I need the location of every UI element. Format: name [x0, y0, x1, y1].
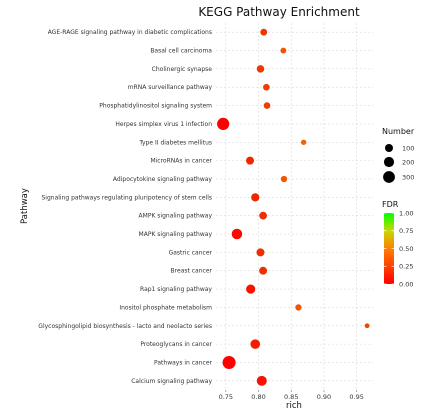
data-point [231, 228, 243, 240]
data-point [217, 117, 230, 131]
y-tick-labels: AGE-RAGE signaling pathway in diabetic c… [38, 29, 212, 385]
y-tick-label: AMPK signaling pathway [139, 213, 213, 220]
data-point [260, 28, 268, 36]
colorbar-tick-label: 0.75 [399, 227, 413, 235]
colorbar-tick-label: 0.00 [399, 280, 413, 288]
data-point [222, 355, 236, 370]
size-legend-dot [385, 144, 393, 152]
size-legend-dot [383, 156, 395, 168]
x-tick-label: 0.75 [219, 393, 233, 401]
data-point [246, 284, 256, 294]
y-tick-label: Phosphatidylinositol signaling system [99, 103, 212, 110]
y-tick-label: Herpes simplex virus 1 infection [115, 121, 212, 128]
x-tick-label: 0.80 [251, 393, 265, 401]
y-tick-label: Pathways in cancer [154, 359, 212, 366]
y-tick-label: Gastric cancer [169, 249, 213, 256]
x-tick-labels: 0.75 0.80 0.85 0.90 0.95 [219, 390, 364, 401]
data-point [256, 65, 265, 73]
y-tick-label: Rap1 signaling pathway [140, 286, 212, 293]
data-point [263, 83, 270, 91]
fdr-colorbar [384, 213, 394, 284]
data-point [280, 175, 288, 183]
y-tick-label: Signaling pathways regulating pluripoten… [41, 194, 212, 201]
y-tick-label: Calcium signaling pathway [131, 378, 212, 385]
colorbar-tick-label: 0.25 [399, 263, 413, 271]
y-tick-label: Proteoglycans in cancer [140, 341, 212, 348]
x-tick-label: 0.95 [349, 393, 363, 401]
size-legend-title: Number [382, 127, 415, 136]
x-tick-label: 0.85 [284, 393, 298, 401]
data-point [295, 304, 302, 311]
y-tick-label: MAPK signaling pathway [139, 231, 213, 238]
data-point [246, 156, 255, 165]
size-legend-label: 300 [402, 173, 414, 181]
colorbar-tick-label: 1.00 [399, 209, 413, 217]
x-tick-label: 0.90 [317, 393, 331, 401]
size-legend: Number 100 200 300 [382, 127, 415, 183]
y-tick-label: Adipocytokine signaling pathway [113, 176, 213, 183]
y-tick-label: Inositol phosphate metabolism [119, 304, 212, 311]
data-point [256, 248, 265, 257]
data-point [364, 323, 370, 329]
y-tick-label: Basal cell carcinoma [150, 48, 212, 55]
y-tick-label: MicroRNAs in cancer [150, 158, 212, 165]
y-tick-label: Breast cancer [171, 268, 213, 275]
size-legend-label: 100 [402, 144, 414, 152]
y-tick-label: Type II diabetes mellitus [138, 139, 212, 146]
y-axis-label: Pathway [20, 188, 30, 224]
data-point [250, 339, 261, 349]
plot-panel [216, 23, 373, 390]
color-legend: FDR 0.00 0.25 0.50 0.75 1.00 [382, 200, 413, 288]
data-point [280, 47, 287, 54]
data-point [263, 102, 271, 109]
colorbar-tick-label: 0.50 [399, 245, 413, 253]
data-point [259, 266, 268, 275]
data-point [300, 139, 307, 145]
x-axis-label: rich [286, 401, 302, 411]
size-legend-dot [383, 171, 395, 183]
data-point [259, 211, 267, 220]
y-tick-label: Glycosphingolipid biosynthesis - lacto a… [38, 323, 212, 330]
data-points [217, 28, 370, 386]
grid-lines [216, 23, 373, 390]
y-tick-label: AGE-RAGE signaling pathway in diabetic c… [48, 29, 212, 36]
color-legend-title: FDR [382, 200, 399, 209]
size-legend-label: 200 [402, 158, 414, 166]
chart-title: KEGG Pathway Enrichment [198, 5, 360, 19]
data-point [256, 375, 267, 386]
y-tick-label: mRNA surveillance pathway [128, 84, 213, 91]
data-point [251, 193, 260, 202]
y-tick-label: Cholinergic synapse [152, 66, 213, 73]
